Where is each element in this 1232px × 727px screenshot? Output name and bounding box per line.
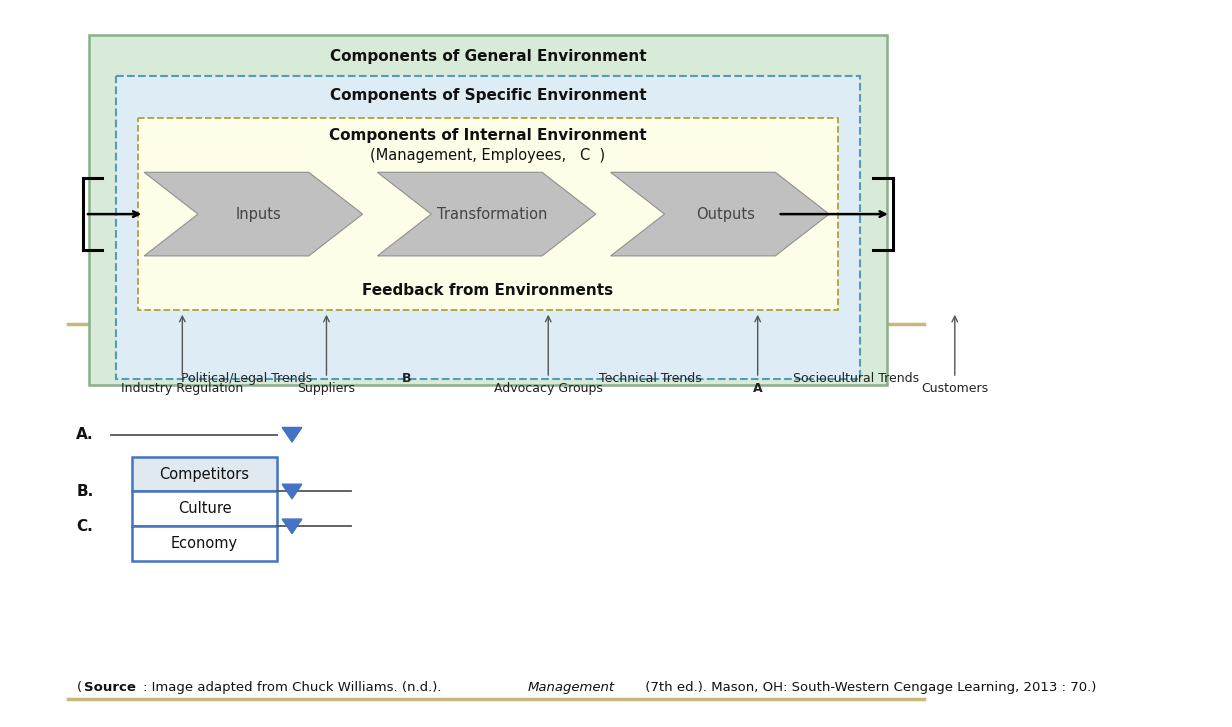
- Text: Industry Regulation: Industry Regulation: [121, 382, 244, 395]
- Text: (Management, Employees,   C  ): (Management, Employees, C ): [371, 148, 605, 163]
- Polygon shape: [377, 172, 596, 256]
- Text: Political/Legal Trends: Political/Legal Trends: [181, 371, 312, 385]
- Text: Sociocultural Trends: Sociocultural Trends: [793, 371, 919, 385]
- Text: Advocacy Groups: Advocacy Groups: [494, 382, 602, 395]
- Text: Culture: Culture: [177, 502, 232, 516]
- Text: Components of Specific Environment: Components of Specific Environment: [329, 89, 647, 103]
- Text: A: A: [753, 382, 763, 395]
- Text: : Image adapted from Chuck Williams. (n.d.).: : Image adapted from Chuck Williams. (n.…: [143, 680, 446, 694]
- Polygon shape: [144, 172, 362, 256]
- Text: Source: Source: [84, 680, 136, 694]
- Text: A.: A.: [76, 427, 94, 442]
- Text: Management: Management: [527, 680, 615, 694]
- FancyBboxPatch shape: [132, 491, 277, 526]
- FancyBboxPatch shape: [89, 35, 887, 385]
- Text: Feedback from Environments: Feedback from Environments: [362, 283, 614, 297]
- Text: C.: C.: [76, 519, 94, 534]
- Polygon shape: [282, 427, 302, 442]
- Text: Components of Internal Environment: Components of Internal Environment: [329, 129, 647, 143]
- Text: Outputs: Outputs: [696, 206, 755, 222]
- Text: Customers: Customers: [922, 382, 988, 395]
- FancyBboxPatch shape: [132, 526, 277, 561]
- Polygon shape: [282, 484, 302, 499]
- Text: Inputs: Inputs: [235, 206, 282, 222]
- FancyBboxPatch shape: [132, 457, 277, 491]
- Text: Suppliers: Suppliers: [297, 382, 356, 395]
- Text: B.: B.: [76, 484, 94, 499]
- Polygon shape: [611, 172, 829, 256]
- Text: (7th ed.). Mason, OH: South-Western Cengage Learning, 2013 : 70.): (7th ed.). Mason, OH: South-Western Ceng…: [641, 680, 1096, 694]
- Text: (: (: [76, 680, 81, 694]
- FancyBboxPatch shape: [138, 118, 838, 310]
- Text: Technical Trends: Technical Trends: [599, 371, 702, 385]
- Text: B: B: [402, 371, 411, 385]
- FancyBboxPatch shape: [116, 76, 860, 379]
- Polygon shape: [282, 519, 302, 534]
- Text: Economy: Economy: [171, 537, 238, 551]
- Text: Components of General Environment: Components of General Environment: [329, 49, 647, 64]
- Text: Transformation: Transformation: [437, 206, 547, 222]
- Text: Competitors: Competitors: [159, 467, 250, 481]
